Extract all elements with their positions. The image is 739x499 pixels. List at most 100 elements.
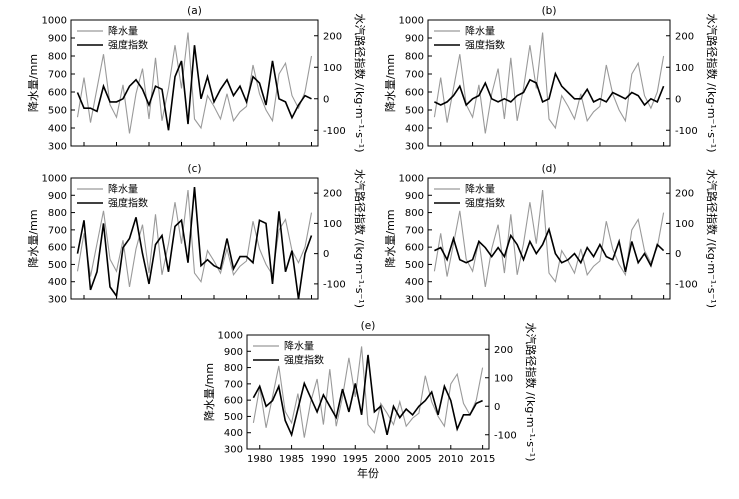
x-tick-label: 2005	[406, 454, 431, 465]
index-series-line	[434, 71, 665, 107]
left-tick-label: 300	[48, 295, 67, 306]
left-tick-label: 700	[48, 70, 67, 81]
legend-index-label: 强度指数	[465, 197, 505, 210]
x-tick-label: 2015	[470, 454, 495, 465]
left-tick-label: 800	[405, 52, 424, 63]
panel-label: (d)	[542, 163, 557, 175]
left-tick-label: 700	[405, 70, 424, 81]
left-tick-label: 500	[405, 106, 424, 117]
left-tick-label: 1000	[42, 174, 67, 185]
right-tick-label: 0	[323, 249, 329, 260]
left-tick-label: 1000	[399, 16, 424, 27]
x-axis-label: 年份	[357, 466, 379, 480]
panel-label: (a)	[187, 5, 202, 17]
left-tick-label: 300	[405, 142, 424, 153]
left-tick-label: 1000	[42, 16, 67, 27]
y-left-label: 降水量/mm	[26, 209, 40, 267]
left-tick-label: 800	[48, 208, 67, 219]
precip-series-line	[76, 32, 313, 134]
index-series-line	[76, 45, 312, 131]
y-left-label: 降水量/mm	[383, 54, 397, 112]
y-left-label: 降水量/mm	[26, 54, 40, 112]
panel-label: (e)	[361, 320, 376, 332]
left-tick-label: 1000	[399, 174, 424, 185]
plot-frame	[70, 177, 319, 300]
panel-d: (d) 300 400 500 600 700 800 900 1000 -100 0 100 200 降…	[383, 163, 719, 308]
panel-a: (a) 300 400 500 600 700 800 900 1000 -100 0 100 200 降…	[26, 5, 367, 153]
x-tick-label: 2000	[374, 454, 399, 465]
plot-frame	[427, 19, 671, 147]
left-tick-label: 300	[48, 142, 67, 153]
legend-index-label: 强度指数	[108, 197, 148, 210]
right-tick-label: -100	[675, 279, 698, 290]
left-tick-label: 400	[224, 428, 243, 439]
left-tick-label: 400	[405, 277, 424, 288]
y-right-label: 水汽路径指数 /(kg·m⁻¹·s⁻¹)	[353, 13, 367, 152]
right-tick-label: 0	[675, 94, 681, 105]
x-tick-label: 2010	[438, 454, 463, 465]
right-tick-label: 200	[675, 31, 694, 42]
left-tick-label: 900	[48, 191, 67, 202]
left-tick-label: 600	[405, 243, 424, 254]
legend-precip-label: 降水量	[465, 25, 495, 38]
left-tick-label: 900	[48, 34, 67, 45]
plot-frame	[246, 334, 490, 450]
y-right-label: 水汽路径指数 /(kg·m⁻¹·s⁻¹)	[705, 13, 719, 152]
left-tick-label: 600	[405, 88, 424, 99]
right-tick-label: -100	[494, 430, 517, 441]
right-tick-label: 0	[494, 402, 500, 413]
right-tick-label: -100	[675, 126, 698, 137]
right-tick-label: 100	[675, 219, 694, 230]
left-tick-label: 800	[48, 52, 67, 63]
right-tick-label: 0	[323, 94, 329, 105]
precip-series-line	[433, 32, 665, 134]
x-tick-label: 1985	[279, 454, 304, 465]
right-tick-label: -100	[323, 126, 346, 137]
left-tick-label: 600	[224, 396, 243, 407]
legend-index-label: 强度指数	[108, 39, 148, 52]
x-tick-label: 1990	[311, 454, 336, 465]
left-tick-label: 400	[48, 277, 67, 288]
left-tick-label: 500	[48, 106, 67, 117]
panel-e: (e) 300 400 500 600 700 800 900 1000 -100 0 100 200 1…	[202, 320, 538, 480]
legend-precip-label: 降水量	[108, 25, 138, 38]
panel-label: (b)	[542, 5, 557, 17]
index-series-line	[434, 226, 665, 272]
y-left-label: 降水量/mm	[383, 209, 397, 267]
left-tick-label: 700	[48, 225, 67, 236]
legend-index-label: 强度指数	[284, 354, 324, 367]
plot-frame	[70, 19, 319, 147]
left-tick-label: 300	[405, 295, 424, 306]
legend-index-label: 强度指数	[465, 39, 505, 52]
panel-label: (c)	[188, 163, 202, 175]
left-tick-label: 500	[48, 260, 67, 271]
precip-series-line	[252, 346, 484, 438]
left-tick-label: 500	[405, 260, 424, 271]
right-tick-label: 100	[494, 373, 513, 384]
y-right-label: 水汽路径指数 /(kg·m⁻¹·s⁻¹)	[353, 169, 367, 308]
legend-precip-label: 降水量	[465, 183, 495, 196]
left-tick-label: 900	[405, 191, 424, 202]
right-tick-label: 200	[323, 31, 342, 42]
x-tick-label: 1995	[343, 454, 368, 465]
right-tick-label: 100	[323, 63, 342, 74]
left-tick-label: 700	[405, 225, 424, 236]
left-tick-label: 300	[224, 445, 243, 456]
right-tick-label: -100	[323, 279, 346, 290]
left-tick-label: 900	[224, 347, 243, 358]
left-tick-label: 800	[224, 363, 243, 374]
left-tick-label: 600	[48, 88, 67, 99]
left-tick-label: 400	[48, 124, 67, 135]
plot-frame	[427, 177, 671, 300]
right-tick-label: 200	[675, 189, 694, 200]
right-tick-label: 200	[323, 189, 342, 200]
precip-series-line	[76, 190, 313, 287]
left-tick-label: 900	[405, 34, 424, 45]
left-tick-label: 400	[405, 124, 424, 135]
right-tick-label: 100	[323, 219, 342, 230]
left-tick-label: 800	[405, 208, 424, 219]
left-tick-label: 700	[224, 379, 243, 390]
left-tick-label: 500	[224, 412, 243, 423]
y-right-label: 水汽路径指数 /(kg·m⁻¹·s⁻¹)	[524, 322, 538, 461]
